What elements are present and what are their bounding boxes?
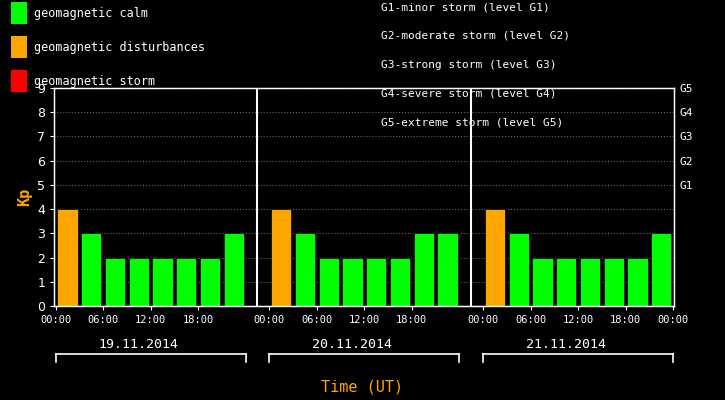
Bar bbox=[271, 209, 291, 306]
Bar bbox=[152, 258, 173, 306]
Bar bbox=[532, 258, 552, 306]
Bar bbox=[366, 258, 386, 306]
Bar bbox=[437, 233, 457, 306]
Text: Time (UT): Time (UT) bbox=[321, 379, 404, 394]
Bar bbox=[651, 233, 671, 306]
Bar bbox=[604, 258, 624, 306]
Bar bbox=[485, 209, 505, 306]
Text: 21.11.2014: 21.11.2014 bbox=[526, 338, 606, 351]
Bar bbox=[105, 258, 125, 306]
Text: G5-extreme storm (level G5): G5-extreme storm (level G5) bbox=[381, 117, 563, 127]
Y-axis label: Kp: Kp bbox=[17, 188, 32, 206]
Text: geomagnetic calm: geomagnetic calm bbox=[34, 6, 148, 20]
Text: geomagnetic storm: geomagnetic storm bbox=[34, 74, 155, 88]
Bar bbox=[176, 258, 196, 306]
Text: geomagnetic disturbances: geomagnetic disturbances bbox=[34, 40, 205, 54]
Text: G2-moderate storm (level G2): G2-moderate storm (level G2) bbox=[381, 31, 570, 41]
Text: G3-strong storm (level G3): G3-strong storm (level G3) bbox=[381, 60, 556, 70]
Text: G1-minor storm (level G1): G1-minor storm (level G1) bbox=[381, 2, 550, 12]
Bar bbox=[223, 233, 244, 306]
Bar bbox=[318, 258, 339, 306]
Bar bbox=[556, 258, 576, 306]
Bar bbox=[413, 233, 434, 306]
Bar bbox=[81, 233, 102, 306]
Bar bbox=[390, 258, 410, 306]
Bar bbox=[295, 233, 315, 306]
Bar bbox=[580, 258, 600, 306]
Text: 20.11.2014: 20.11.2014 bbox=[312, 338, 392, 351]
Bar bbox=[57, 209, 78, 306]
Bar bbox=[200, 258, 220, 306]
Text: G4-severe storm (level G4): G4-severe storm (level G4) bbox=[381, 88, 556, 98]
Text: 19.11.2014: 19.11.2014 bbox=[99, 338, 178, 351]
Bar bbox=[342, 258, 362, 306]
Bar bbox=[509, 233, 529, 306]
Bar bbox=[627, 258, 647, 306]
Bar bbox=[128, 258, 149, 306]
